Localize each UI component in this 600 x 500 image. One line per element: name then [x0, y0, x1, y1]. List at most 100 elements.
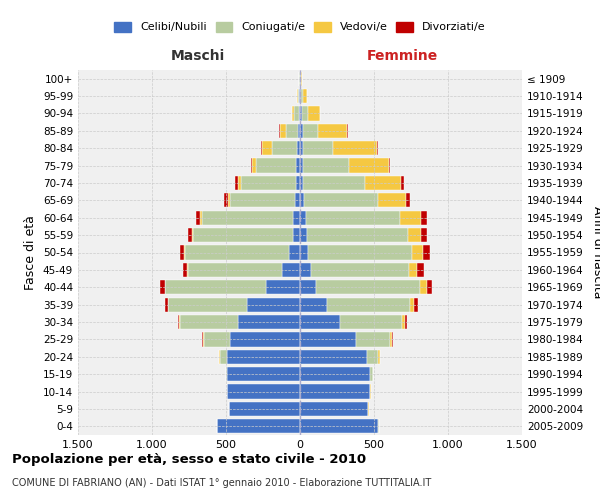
Bar [261, 141, 262, 156]
Bar [200, 210, 202, 225]
Bar [303, 89, 307, 103]
Bar [289, 246, 300, 260]
Bar [252, 158, 256, 172]
Bar [182, 263, 187, 277]
Text: Maschi: Maschi [171, 48, 225, 62]
Bar [412, 246, 423, 260]
Bar [297, 141, 300, 156]
Bar [298, 89, 299, 103]
Bar [409, 263, 417, 277]
Bar [279, 124, 280, 138]
Bar [421, 228, 427, 242]
Bar [318, 124, 347, 138]
Bar [188, 263, 282, 277]
Bar [300, 298, 328, 312]
Bar [300, 315, 340, 329]
Bar [282, 263, 300, 277]
Bar [349, 158, 389, 172]
Bar [300, 402, 368, 416]
Bar [227, 350, 300, 364]
Bar [402, 315, 405, 329]
Bar [217, 419, 300, 434]
Bar [300, 124, 303, 138]
Bar [300, 193, 304, 208]
Bar [178, 315, 179, 329]
Bar [251, 158, 252, 172]
Bar [241, 176, 296, 190]
Bar [167, 298, 168, 312]
Bar [164, 280, 166, 294]
Bar [303, 176, 365, 190]
Bar [303, 124, 318, 138]
Text: COMUNE DI FABRIANO (AN) - Dati ISTAT 1° gennaio 2010 - Elaborazione TUTTITALIA.I: COMUNE DI FABRIANO (AN) - Dati ISTAT 1° … [12, 478, 431, 488]
Y-axis label: Anni di nascita: Anni di nascita [590, 206, 600, 298]
Bar [297, 89, 298, 103]
Bar [370, 367, 373, 382]
Bar [228, 193, 230, 208]
Bar [220, 350, 227, 364]
Bar [410, 298, 414, 312]
Bar [308, 106, 320, 120]
Bar [230, 193, 295, 208]
Bar [300, 158, 303, 172]
Bar [166, 280, 266, 294]
Bar [406, 193, 410, 208]
Bar [227, 367, 300, 382]
Bar [262, 141, 272, 156]
Bar [235, 176, 238, 190]
Bar [303, 141, 332, 156]
Bar [347, 124, 348, 138]
Bar [328, 298, 410, 312]
Bar [365, 176, 401, 190]
Bar [301, 89, 303, 103]
Bar [293, 228, 300, 242]
Bar [300, 228, 307, 242]
Bar [300, 72, 301, 86]
Bar [292, 106, 294, 120]
Bar [286, 124, 298, 138]
Bar [202, 332, 203, 346]
Bar [340, 315, 402, 329]
Bar [160, 280, 164, 294]
Bar [392, 332, 393, 346]
Bar [229, 402, 300, 416]
Bar [179, 246, 184, 260]
Bar [196, 210, 200, 225]
Bar [300, 419, 379, 434]
Bar [185, 246, 289, 260]
Bar [226, 367, 227, 382]
Bar [427, 280, 432, 294]
Text: Popolazione per età, sesso e stato civile - 2010: Popolazione per età, sesso e stato civil… [12, 452, 366, 466]
Bar [305, 210, 400, 225]
Bar [311, 263, 409, 277]
Bar [300, 263, 311, 277]
Bar [417, 263, 424, 277]
Bar [300, 280, 316, 294]
Bar [332, 141, 377, 156]
Bar [300, 367, 370, 382]
Bar [300, 141, 303, 156]
Bar [224, 193, 228, 208]
Bar [308, 246, 412, 260]
Bar [300, 210, 305, 225]
Bar [188, 228, 192, 242]
Bar [230, 332, 300, 346]
Bar [303, 158, 349, 172]
Bar [300, 350, 367, 364]
Bar [401, 176, 404, 190]
Text: Femmine: Femmine [367, 48, 438, 62]
Bar [316, 280, 420, 294]
Bar [168, 298, 247, 312]
Bar [247, 298, 300, 312]
Bar [299, 106, 300, 120]
Bar [295, 193, 300, 208]
Y-axis label: Fasce di età: Fasce di età [25, 215, 37, 290]
Bar [192, 228, 193, 242]
Bar [405, 315, 407, 329]
Bar [300, 384, 370, 398]
Bar [165, 298, 167, 312]
Bar [301, 72, 302, 86]
Bar [377, 141, 378, 156]
Bar [408, 228, 421, 242]
Bar [238, 176, 241, 190]
